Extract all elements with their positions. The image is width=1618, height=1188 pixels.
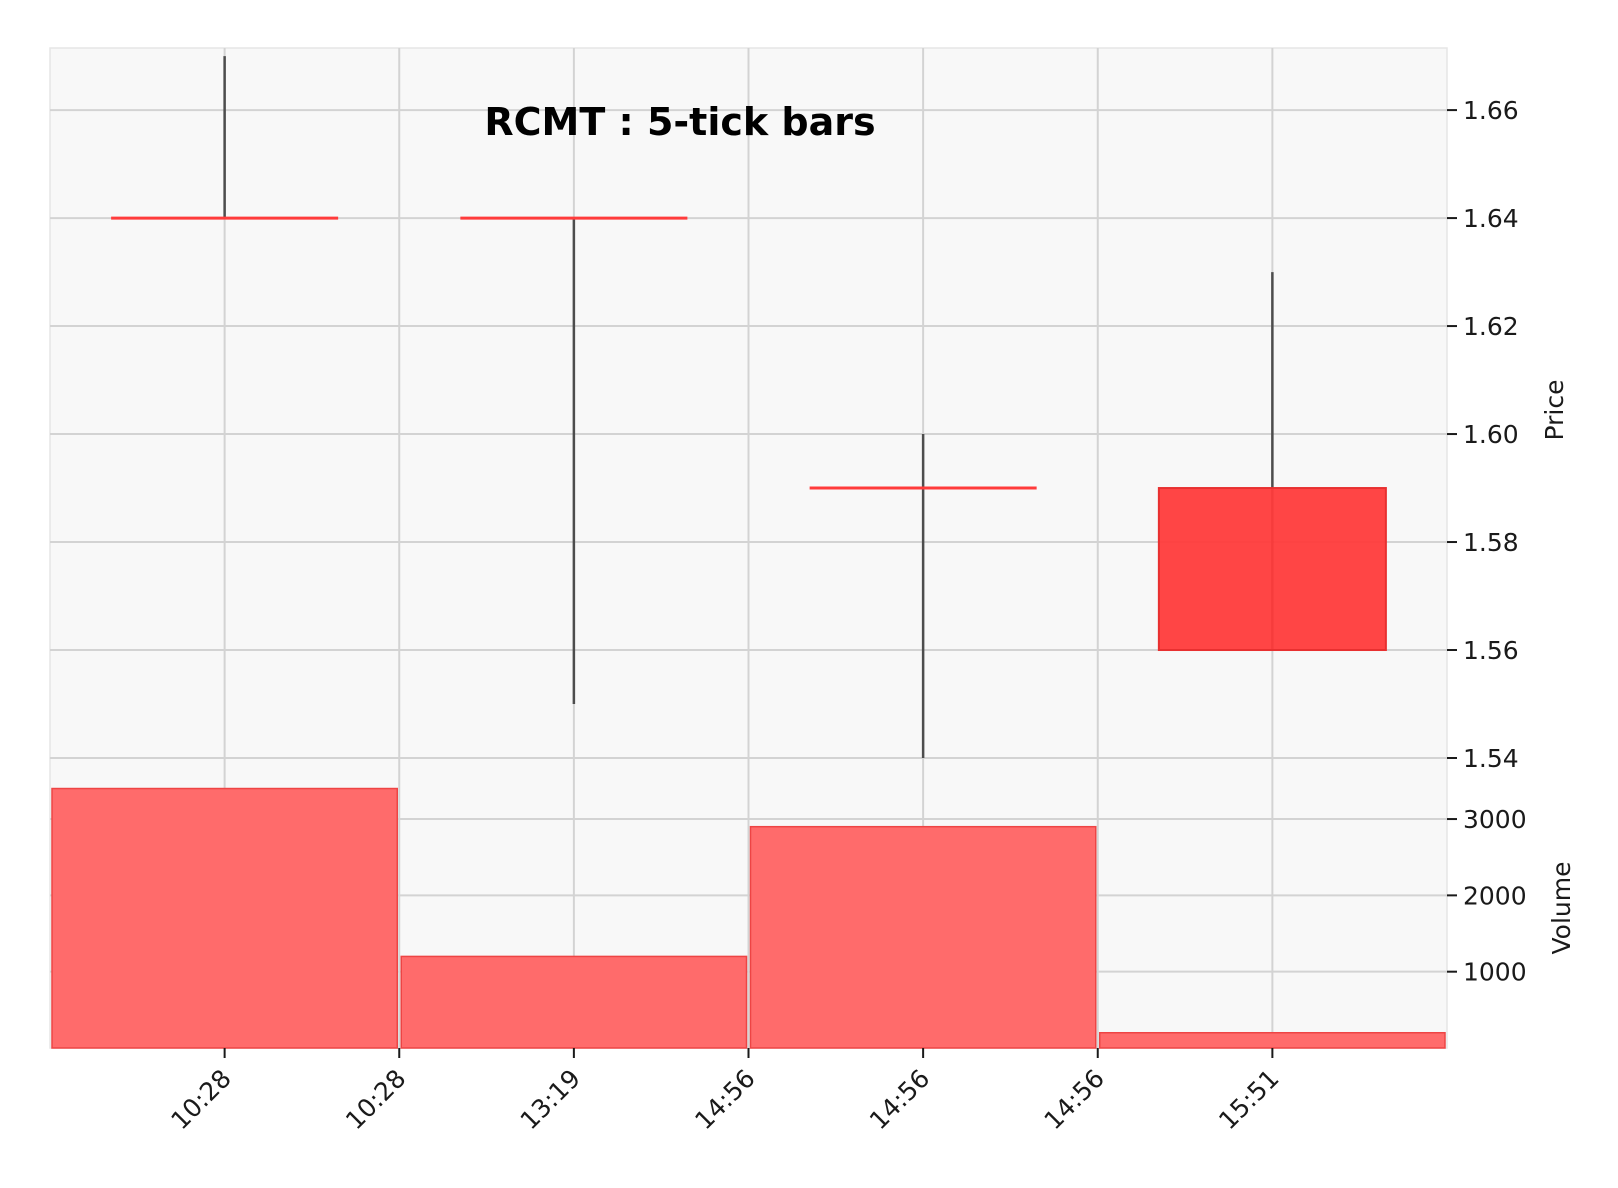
price-tick-label: 1.62 bbox=[1463, 312, 1519, 341]
price-tick-label: 1.66 bbox=[1463, 96, 1519, 125]
price-tick-label: 1.58 bbox=[1463, 528, 1519, 557]
candles bbox=[111, 56, 1387, 758]
price-axis-label: Price bbox=[1540, 380, 1569, 441]
volume-bars bbox=[51, 787, 1446, 1049]
x-tick-label: 14:56 bbox=[689, 1064, 760, 1135]
candle-body bbox=[1157, 487, 1387, 652]
volume-bar bbox=[1099, 1031, 1446, 1049]
price-tick-label: 1.60 bbox=[1463, 420, 1519, 449]
x-tick-label: 10:28 bbox=[340, 1064, 411, 1135]
volume-tick-label: 1000 bbox=[1463, 958, 1527, 987]
volume-bar bbox=[51, 787, 398, 1049]
volume-axis-label: Volume bbox=[1547, 862, 1576, 955]
x-tick-label: 15:51 bbox=[1213, 1064, 1284, 1135]
x-tick-label: 14:56 bbox=[864, 1064, 935, 1135]
chart-title: RCMT : 5-tick bars bbox=[484, 100, 875, 144]
volume-bar bbox=[749, 825, 1097, 1049]
x-tick-label: 14:56 bbox=[1039, 1064, 1110, 1135]
volume-tick-label: 3000 bbox=[1463, 805, 1527, 834]
price-tick-label: 1.56 bbox=[1463, 636, 1519, 665]
price-tick-label: 1.64 bbox=[1463, 204, 1519, 233]
price-tick-label: 1.54 bbox=[1463, 744, 1519, 773]
x-tick-label: 10:28 bbox=[165, 1064, 236, 1135]
volume-tick-label: 2000 bbox=[1463, 881, 1527, 910]
x-tick-label: 13:19 bbox=[515, 1064, 586, 1135]
volume-bar bbox=[400, 955, 748, 1049]
